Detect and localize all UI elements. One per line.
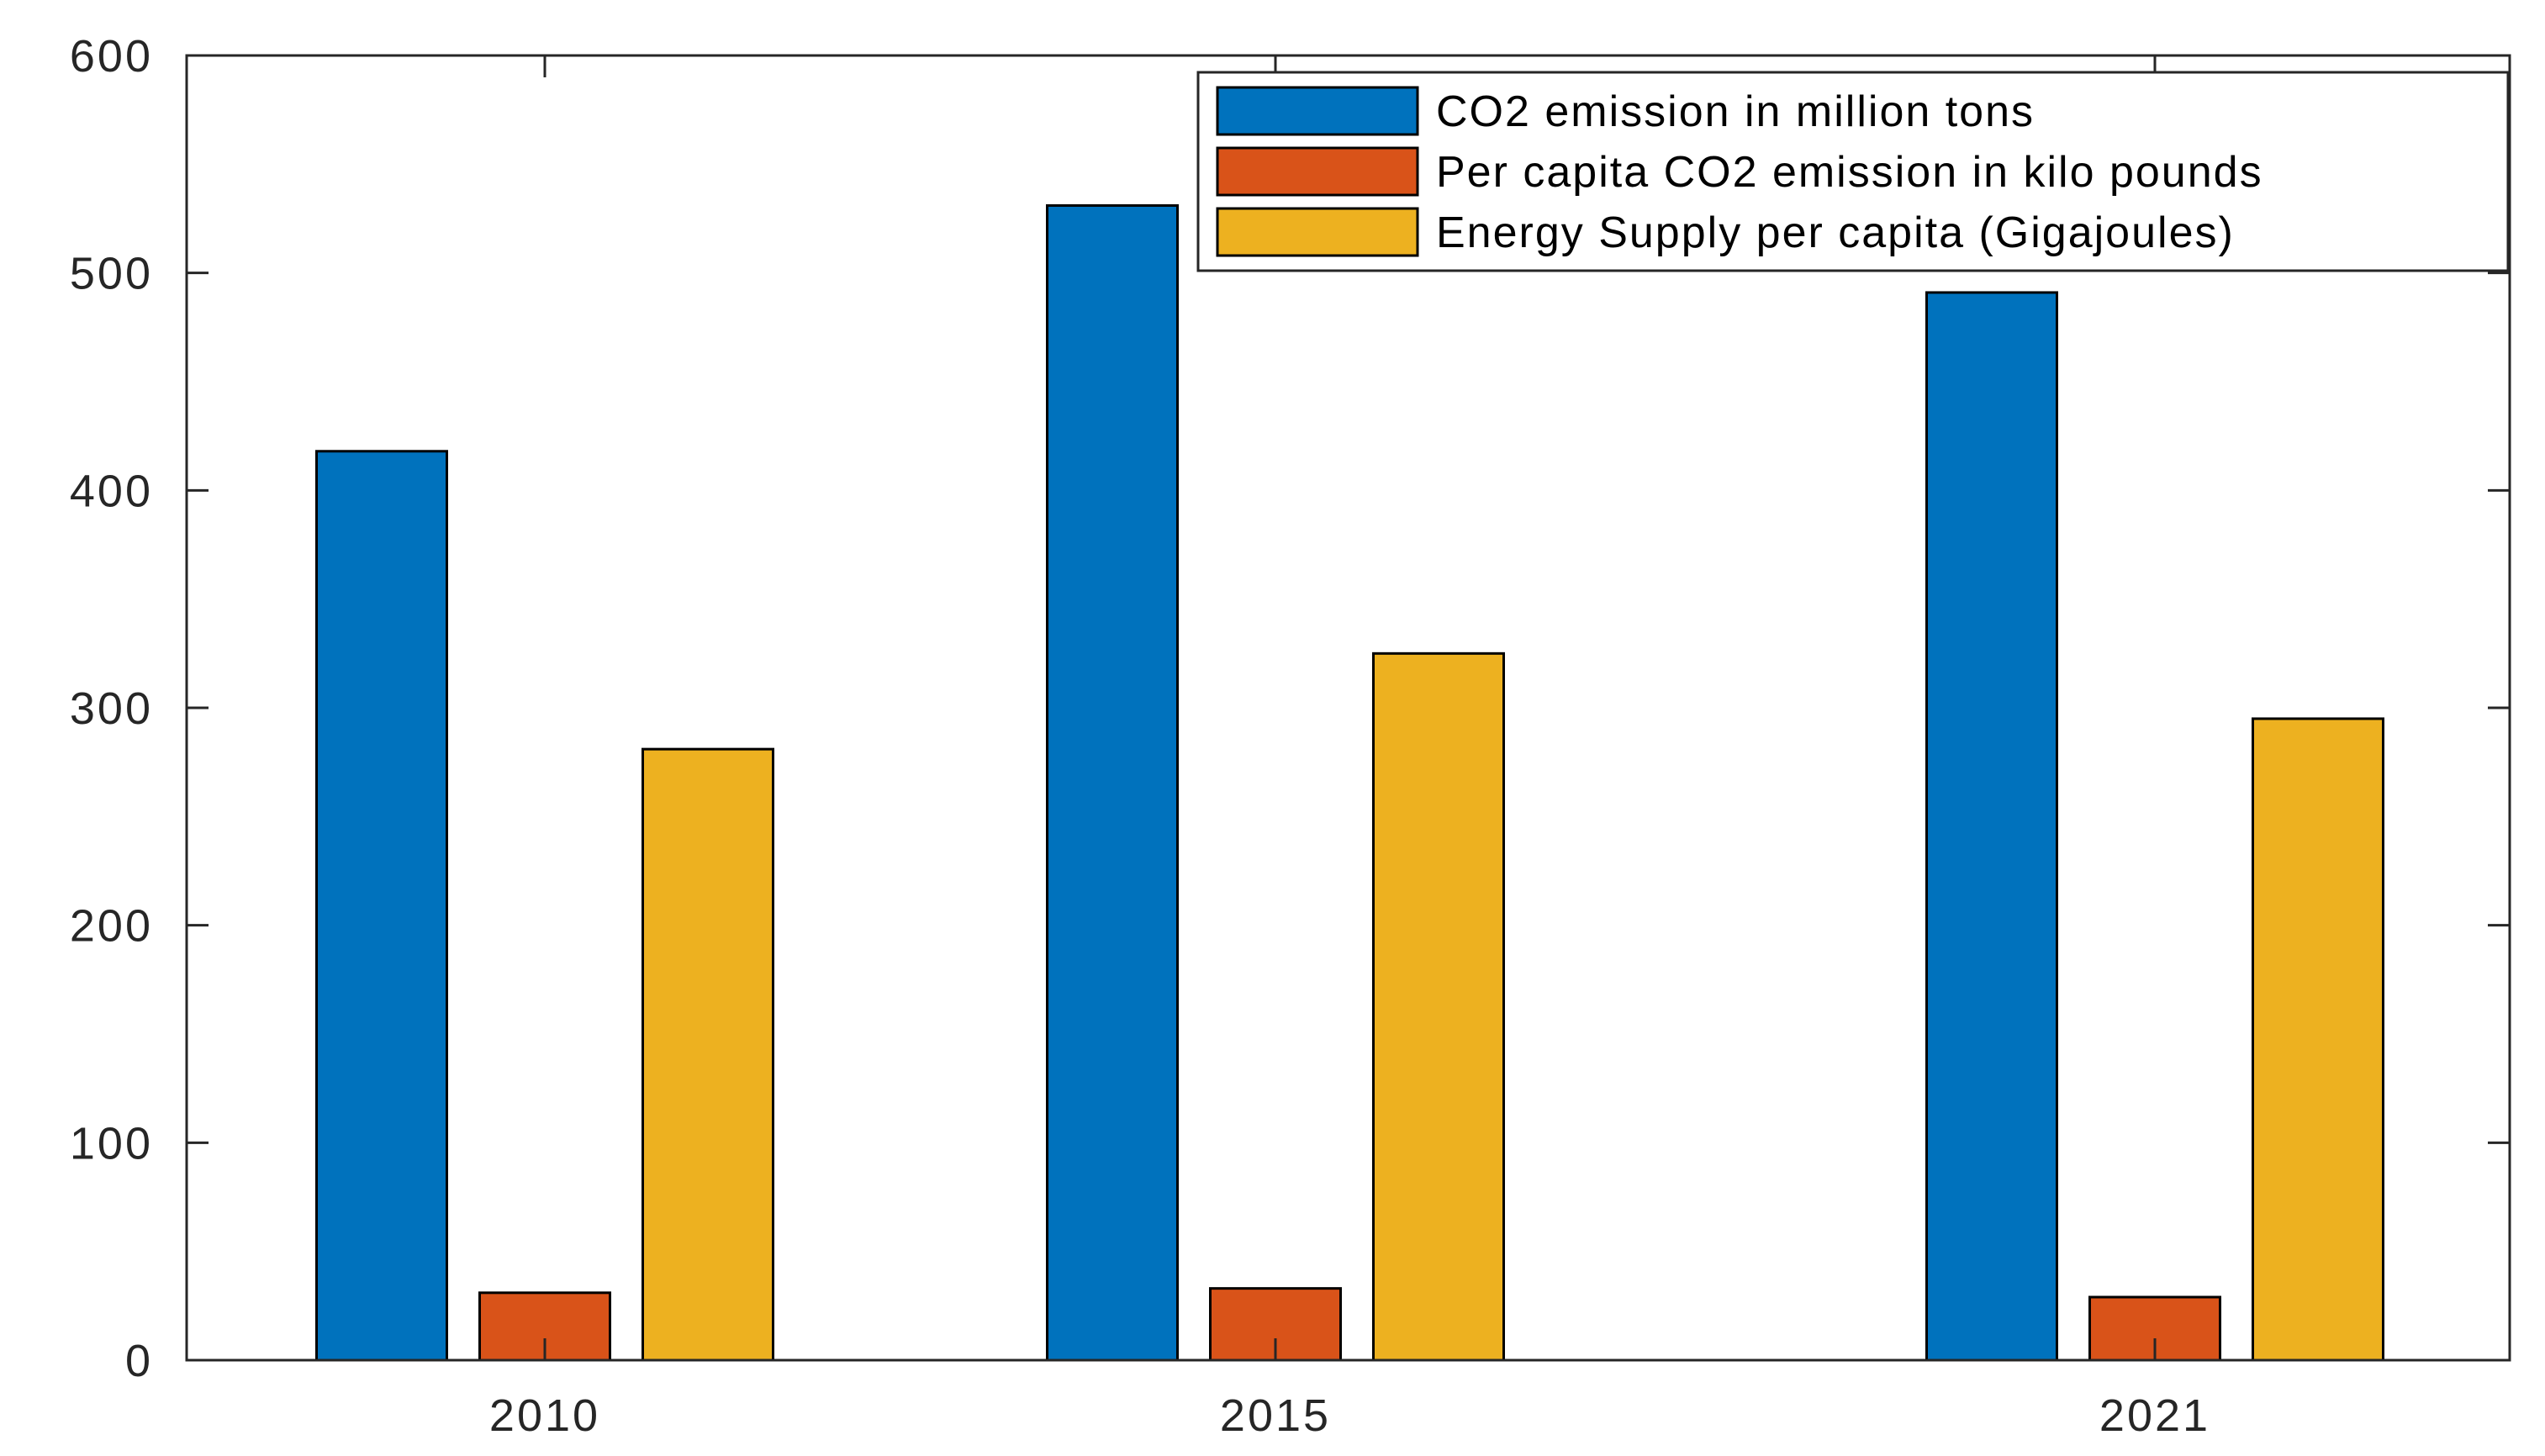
bar-2015-series-1 xyxy=(1046,203,1179,1362)
legend-swatch-series-2 xyxy=(1216,146,1419,197)
legend-swatch-series-3 xyxy=(1216,207,1419,257)
y-tick-label: 400 xyxy=(70,466,153,516)
legend: CO2 emission in million tons Per capita C… xyxy=(1196,71,2510,272)
legend-swatch-series-1 xyxy=(1216,86,1419,136)
bar-2010-series-3 xyxy=(642,747,774,1362)
y-tick-label: 300 xyxy=(70,683,153,734)
y-tick-label: 500 xyxy=(70,249,153,299)
bar-2010-series-1 xyxy=(315,450,448,1362)
y-tick-label: 100 xyxy=(70,1118,153,1168)
bar-2021-series-1 xyxy=(1925,291,2058,1362)
x-tick-label: 2021 xyxy=(2099,1390,2210,1441)
x-tick-label: 2010 xyxy=(489,1390,600,1441)
legend-label-series-2: Per capita CO2 emission in kilo pounds xyxy=(1436,148,2263,197)
bars-layer xyxy=(315,203,2384,1362)
x-axis-tick-labels: 2010 2015 2021 xyxy=(489,1390,2210,1441)
bar-2021-series-3 xyxy=(2252,717,2384,1362)
legend-items: CO2 emission in million tons Per capita C… xyxy=(1216,86,2263,257)
bar-2015-series-3 xyxy=(1372,652,1505,1362)
legend-label-series-1: CO2 emission in million tons xyxy=(1436,87,2035,136)
y-tick-label: 600 xyxy=(70,31,153,82)
legend-label-series-3: Energy Supply per capita (Gigajoules) xyxy=(1436,208,2235,257)
y-tick-label: 0 xyxy=(125,1336,153,1386)
y-tick-label: 200 xyxy=(70,901,153,952)
x-tick-label: 2015 xyxy=(1220,1390,1331,1441)
ticks-layer xyxy=(187,54,2510,1362)
y-axis-tick-labels: 0 100 200 300 400 500 600 xyxy=(70,31,153,1386)
